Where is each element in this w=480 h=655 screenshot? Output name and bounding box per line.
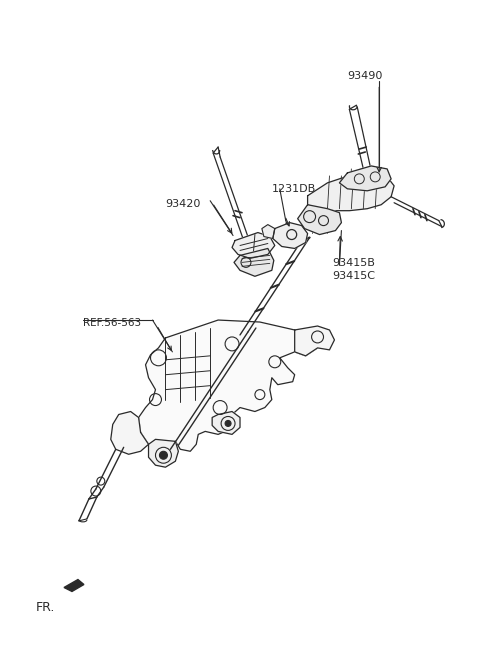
- Circle shape: [225, 421, 231, 426]
- Text: FR.: FR.: [36, 601, 56, 614]
- Text: 93490: 93490: [348, 71, 383, 81]
- Text: 93420: 93420: [166, 198, 201, 209]
- Polygon shape: [212, 411, 240, 434]
- Text: 1231DB: 1231DB: [272, 184, 316, 194]
- Polygon shape: [234, 248, 274, 276]
- Polygon shape: [339, 166, 391, 191]
- Circle shape: [159, 451, 168, 459]
- Text: 93415C: 93415C: [333, 271, 375, 282]
- Polygon shape: [148, 440, 179, 467]
- Polygon shape: [111, 411, 148, 455]
- Text: REF.56-563: REF.56-563: [83, 318, 141, 328]
- Polygon shape: [139, 320, 318, 451]
- Polygon shape: [298, 205, 341, 234]
- Text: 93415B: 93415B: [333, 259, 375, 269]
- Polygon shape: [308, 173, 394, 211]
- Polygon shape: [295, 326, 335, 356]
- Polygon shape: [232, 233, 275, 259]
- Polygon shape: [262, 225, 275, 238]
- Polygon shape: [64, 580, 84, 591]
- Polygon shape: [273, 223, 308, 248]
